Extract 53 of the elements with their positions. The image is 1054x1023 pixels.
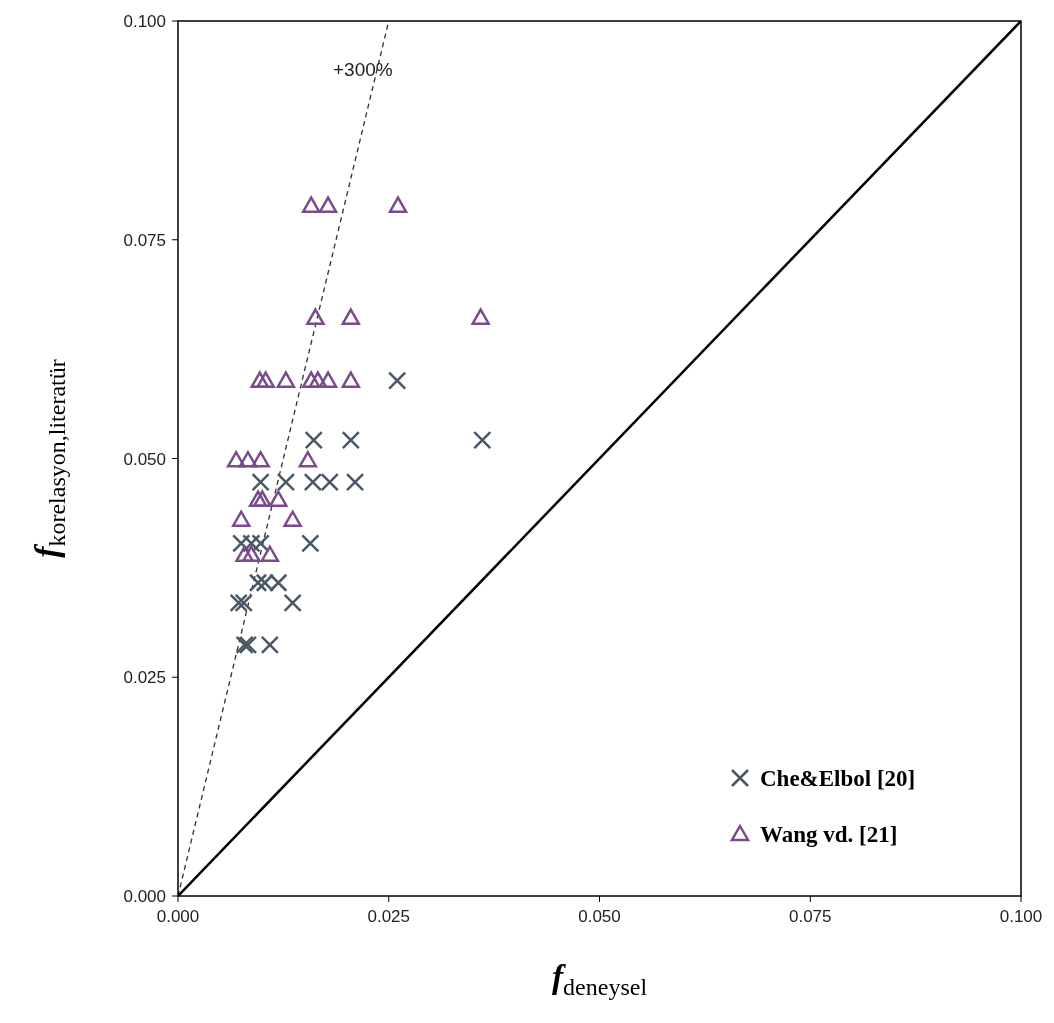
y-tick-label: 0.025 (123, 668, 166, 688)
point (283, 593, 302, 613)
point (283, 510, 302, 527)
y-tick-label: 0.000 (123, 887, 166, 906)
point (253, 490, 272, 507)
point (318, 371, 338, 388)
point (231, 510, 251, 527)
point (301, 534, 320, 553)
point (238, 635, 258, 655)
legend-label: Che&Elbol [20] (760, 766, 916, 791)
point (304, 430, 323, 450)
point (250, 371, 270, 388)
x-tick-label: 0.100 (999, 907, 1043, 926)
point (388, 196, 408, 213)
point (301, 196, 321, 213)
point (260, 635, 280, 655)
x-tick-label: 0.000 (156, 907, 200, 926)
x-tick-label: 0.025 (367, 907, 411, 926)
point (306, 308, 325, 325)
point (251, 451, 270, 468)
point (298, 451, 318, 468)
point (269, 490, 288, 507)
point (301, 371, 321, 388)
x-tick-label: 0.050 (578, 907, 621, 926)
point (308, 371, 328, 388)
point (387, 371, 407, 390)
point (229, 593, 248, 613)
legend-label: Wang vd. [21] (760, 822, 898, 847)
x-tick-label: 0.075 (788, 907, 832, 926)
point (226, 451, 246, 468)
annotation: +300% (333, 59, 393, 80)
point (235, 545, 254, 562)
point (251, 472, 270, 492)
point (341, 371, 361, 388)
point (234, 593, 253, 613)
point (341, 308, 361, 325)
point (256, 371, 275, 388)
point (260, 545, 280, 562)
y-tick-label: 0.100 (123, 12, 166, 31)
point (345, 472, 365, 492)
x-axis-title: f$_{deneysel}$ (551, 958, 648, 1001)
point (318, 196, 338, 213)
y-tick-label: 0.075 (123, 230, 166, 250)
point (276, 472, 296, 492)
point (238, 451, 258, 468)
point (235, 635, 254, 655)
point (341, 430, 361, 450)
point (248, 490, 268, 507)
point (242, 545, 261, 562)
point (276, 371, 296, 388)
y-tick-label: 0.050 (123, 449, 166, 469)
point (473, 430, 492, 450)
point (471, 308, 490, 325)
